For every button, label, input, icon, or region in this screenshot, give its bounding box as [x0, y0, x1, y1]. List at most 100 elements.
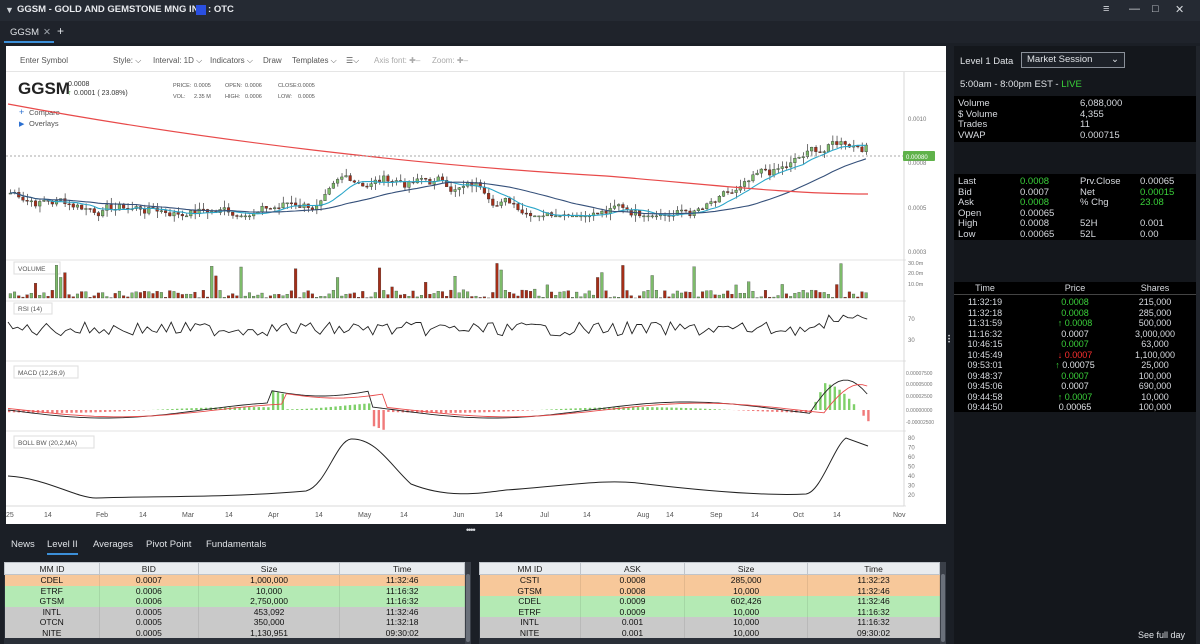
bid-row[interactable]: CDEL 0.0007 1,000,000 11:32:46: [4, 574, 465, 586]
panel-splitter[interactable]: • • •: [948, 334, 950, 346]
volume-bar: [189, 294, 193, 299]
style-menu[interactable]: Style: ⌵: [113, 56, 142, 65]
quote-value: 0.0008: [1020, 176, 1050, 187]
ask-cell: GTSM: [479, 585, 581, 596]
ask-scrollbar-thumb[interactable]: [941, 574, 945, 642]
axis-font-control[interactable]: Axis font: ✚‒: [374, 56, 421, 65]
bid-row[interactable]: OTCN 0.0005 350,000 11:32:18: [4, 617, 465, 628]
zoom-control[interactable]: Zoom: ✚‒: [432, 56, 469, 65]
ask-row[interactable]: GTSM 0.0008 10,000 11:32:46: [479, 585, 940, 596]
volume-bar: [826, 294, 830, 299]
candle: [264, 206, 268, 209]
quote-value: 0.0008: [1020, 197, 1050, 208]
color-link-icon[interactable]: [196, 5, 206, 15]
see-full-day-link[interactable]: See full day: [1138, 630, 1186, 640]
ask-row[interactable]: ETRF 0.0009 10,000 11:16:32: [479, 606, 940, 617]
templates-menu[interactable]: Templates ⌵: [292, 56, 337, 65]
macd-histogram-bar: [459, 410, 462, 413]
volume-bar: [591, 294, 595, 299]
tab-fundamentals[interactable]: Fundamentals: [206, 539, 267, 550]
macd-histogram-bar: [272, 390, 275, 410]
macd-histogram-bar: [862, 410, 865, 416]
ask-row[interactable]: CDEL 0.0009 602,426 11:32:46: [479, 596, 940, 607]
compare-plus-icon[interactable]: +: [19, 107, 24, 117]
close-tab-icon[interactable]: ✕: [43, 27, 51, 38]
macd-histogram-bar: [353, 404, 356, 410]
interval-menu[interactable]: Interval: 1D ⌵: [153, 56, 203, 65]
ask-cell: 0.0009: [580, 606, 686, 617]
macd-histogram-bar: [588, 407, 592, 410]
ask-row[interactable]: CSTI 0.0008 285,000 11:32:23: [479, 574, 940, 586]
macd-histogram-bar: [852, 404, 856, 410]
macd-histogram-bar: [51, 410, 54, 413]
window-menu-icon[interactable]: ▼: [5, 5, 14, 15]
candle: [361, 183, 365, 187]
bid-row[interactable]: GTSM 0.0006 2,750,000 11:16:32: [4, 596, 465, 607]
macd-histogram-bar: [243, 407, 246, 410]
volume-bar: [529, 291, 533, 299]
candle: [80, 204, 84, 210]
volume-bar: [793, 293, 797, 299]
bid-col-header[interactable]: MM ID: [4, 562, 101, 575]
ask-col-header[interactable]: ASK: [579, 562, 686, 575]
add-tab-icon[interactable]: +: [57, 24, 65, 38]
session-select[interactable]: Market Session ⌄: [1021, 52, 1125, 68]
compare-button[interactable]: Compare: [29, 108, 60, 117]
ask-cell: INTL: [479, 617, 581, 628]
tab-pivot-point[interactable]: Pivot Point: [146, 539, 192, 550]
macd-histogram-bar: [766, 410, 769, 412]
bid-col-header[interactable]: Time: [339, 562, 465, 575]
candle: [352, 180, 356, 183]
bid-col-header[interactable]: BID: [99, 562, 199, 575]
overlays-triangle-icon[interactable]: ▶: [19, 121, 25, 128]
macd-histogram-bar: [756, 410, 760, 412]
ask-scrollbar[interactable]: [940, 562, 946, 644]
ts-col-header[interactable]: Shares: [1140, 283, 1170, 293]
bid-scrollbar[interactable]: [465, 562, 471, 644]
ask-row[interactable]: INTL 0.001 10,000 11:16:32: [479, 617, 940, 628]
ts-shares: 690,000: [1138, 381, 1172, 391]
candle: [184, 215, 189, 218]
bid-row[interactable]: NITE 0.0005 1,130,951 09:30:02: [4, 627, 465, 638]
chart-panel[interactable]: Enter Symbol Style: ⌵ Interval: 1D ⌵ Ind…: [6, 46, 946, 524]
ask-col-header[interactable]: Time: [807, 562, 940, 575]
menu-icon[interactable]: ≡: [1103, 3, 1110, 15]
ask-col-header[interactable]: MM ID: [479, 562, 581, 575]
bid-row[interactable]: ETRF 0.0006 10,000 11:16:32: [4, 585, 465, 596]
candle: [54, 200, 59, 205]
tab-news[interactable]: News: [11, 539, 35, 550]
tab-averages[interactable]: Averages: [93, 539, 133, 550]
bid-col-header[interactable]: Size: [197, 562, 341, 575]
candle: [487, 193, 491, 200]
tab-ggsm[interactable]: GGSM ✕: [4, 25, 54, 43]
volume-bar: [688, 292, 692, 299]
bid-row[interactable]: INTL 0.0005 453,092 11:32:46: [4, 606, 465, 617]
tab-level-ii[interactable]: Level II: [47, 539, 78, 555]
overlays-button[interactable]: Overlays: [29, 119, 59, 128]
splitter-handle[interactable]: ••••: [466, 525, 476, 535]
macd-histogram-bar: [176, 408, 179, 410]
symbol-input[interactable]: Enter Symbol: [20, 56, 69, 65]
maximize-icon[interactable]: □: [1152, 3, 1159, 15]
bid-scrollbar-thumb[interactable]: [466, 574, 470, 642]
title-bar: ▼ GGSM - GOLD AND GEMSTONE MNG INC : OTC…: [0, 0, 1200, 21]
volume-bar: [394, 290, 398, 299]
macd-histogram-bar: [483, 410, 486, 413]
close-icon[interactable]: ✕: [1175, 4, 1185, 16]
candle: [860, 146, 864, 152]
quote-label: % Chg: [1080, 197, 1109, 208]
volume-bar: [29, 293, 33, 299]
draw-button[interactable]: Draw: [263, 56, 282, 65]
ts-col-header[interactable]: Time: [975, 283, 995, 293]
ask-col-header[interactable]: Size: [684, 562, 809, 575]
ts-col-header[interactable]: Price: [1064, 283, 1086, 293]
indicators-menu[interactable]: Indicators ⌵: [210, 56, 253, 65]
bid-cell: 11:32:18: [339, 617, 465, 628]
list-icon[interactable]: ☰⌵: [346, 56, 360, 65]
macd-histogram-bar: [718, 409, 721, 410]
ask-row[interactable]: NITE 0.001 10,000 09:30:02: [479, 627, 940, 638]
minimize-icon[interactable]: —: [1129, 3, 1140, 15]
macd-histogram-bar: [262, 407, 265, 410]
ask-cell: 11:32:46: [807, 585, 940, 596]
chart-canvas[interactable]: GGSM 0.0008 ↑ 0.0001 ( 23.08%) PRICE: 0.…: [6, 46, 946, 524]
